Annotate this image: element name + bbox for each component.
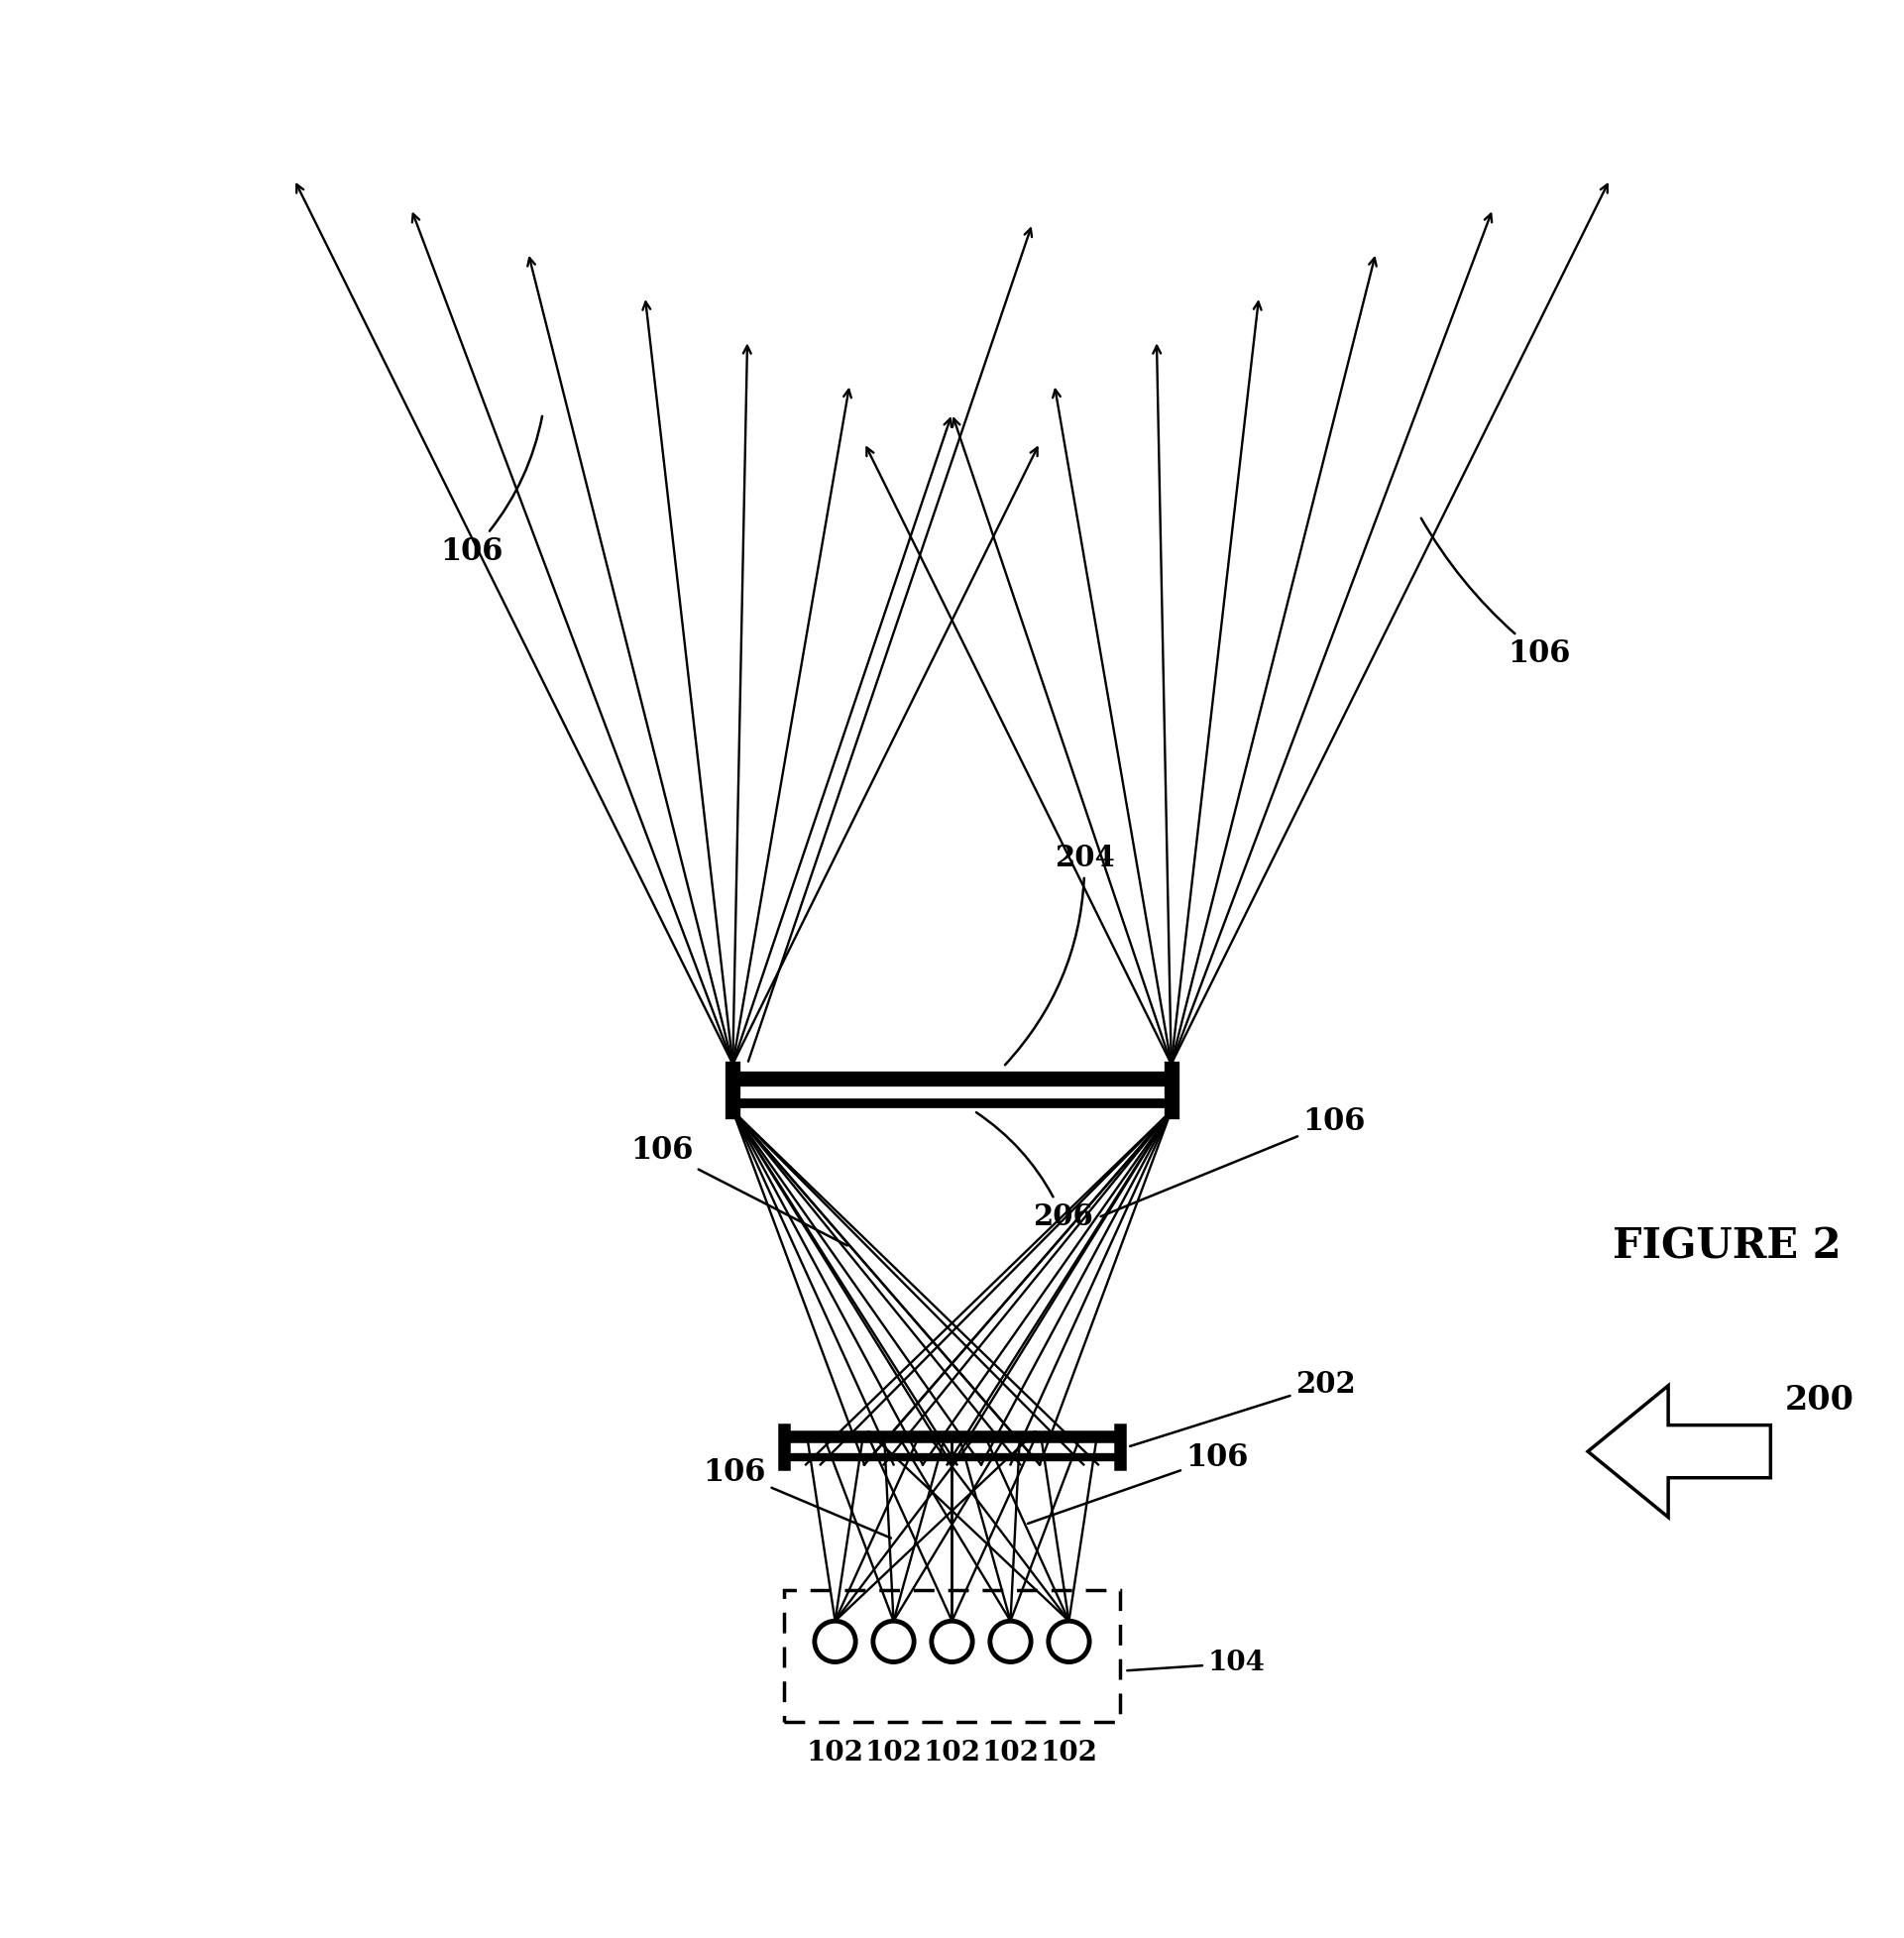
Text: 102: 102 bbox=[982, 1740, 1040, 1766]
Text: 106: 106 bbox=[630, 1136, 847, 1246]
Text: 206: 206 bbox=[977, 1112, 1093, 1231]
Text: 106: 106 bbox=[1420, 517, 1571, 669]
Text: 102: 102 bbox=[1040, 1740, 1099, 1766]
Text: FIGURE 2: FIGURE 2 bbox=[1613, 1227, 1841, 1267]
Text: 202: 202 bbox=[1131, 1370, 1356, 1446]
Text: 106: 106 bbox=[1101, 1107, 1365, 1217]
Text: 106: 106 bbox=[1028, 1442, 1249, 1523]
Text: 204: 204 bbox=[1005, 843, 1114, 1066]
Text: 102: 102 bbox=[864, 1740, 922, 1766]
Text: 102: 102 bbox=[805, 1740, 864, 1766]
Text: 104: 104 bbox=[1127, 1649, 1264, 1676]
Text: 106: 106 bbox=[440, 417, 543, 566]
Text: 200: 200 bbox=[1786, 1384, 1854, 1417]
Bar bbox=[784, 1591, 1120, 1721]
Text: 102: 102 bbox=[923, 1740, 981, 1766]
Text: 106: 106 bbox=[703, 1457, 891, 1539]
